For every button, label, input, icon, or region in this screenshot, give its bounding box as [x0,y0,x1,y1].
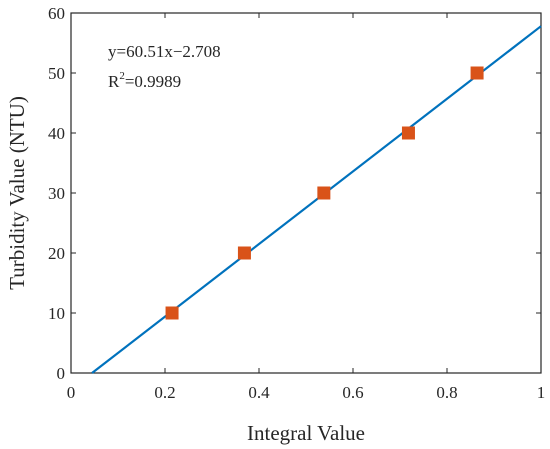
plot-area-frame [70,12,542,374]
axes-frame [70,12,542,374]
x-tick-label: 0.6 [342,383,363,402]
data-points-layer [165,66,484,320]
x-axis-label: Integral Value [247,421,365,445]
data-point [237,246,251,260]
r-squared-superscript: 2 [119,70,125,82]
y-tick-label: 60 [48,4,65,23]
x-axis-ticks: 0 0.2 0.4 0.6 0.8 1 [67,13,546,402]
x-tick-label: 0.2 [154,383,175,402]
x-tick-label: 1 [537,383,546,402]
r-squared-prefix: R [108,72,120,91]
x-tick-label: 0 [67,383,76,402]
data-point [470,66,484,80]
y-tick-label: 0 [57,364,66,383]
data-point [165,306,179,320]
x-tick-label: 0.4 [248,383,270,402]
y-tick-label: 40 [48,124,65,143]
data-point [317,186,331,200]
x-tick-label: 0.8 [436,383,457,402]
r-squared-value: =0.9989 [125,72,181,91]
y-tick-label: 50 [48,64,65,83]
fit-equation: y=60.51x−2.708 [108,42,221,61]
y-tick-label: 30 [48,184,65,203]
y-tick-label: 20 [48,244,65,263]
y-axis-label: Turbidity Value (NTU) [5,96,29,290]
y-tick-label: 10 [48,304,65,323]
y-axis-ticks: 0 10 20 30 40 50 60 [48,4,541,383]
data-point [401,126,415,140]
r-squared: R2=0.9989 [108,70,181,91]
